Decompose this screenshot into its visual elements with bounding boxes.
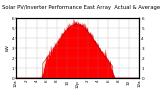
- Y-axis label: kW: kW: [6, 45, 10, 51]
- Text: Solar PV/Inverter Performance East Array  Actual & Average Power Output: Solar PV/Inverter Performance East Array…: [2, 5, 160, 10]
